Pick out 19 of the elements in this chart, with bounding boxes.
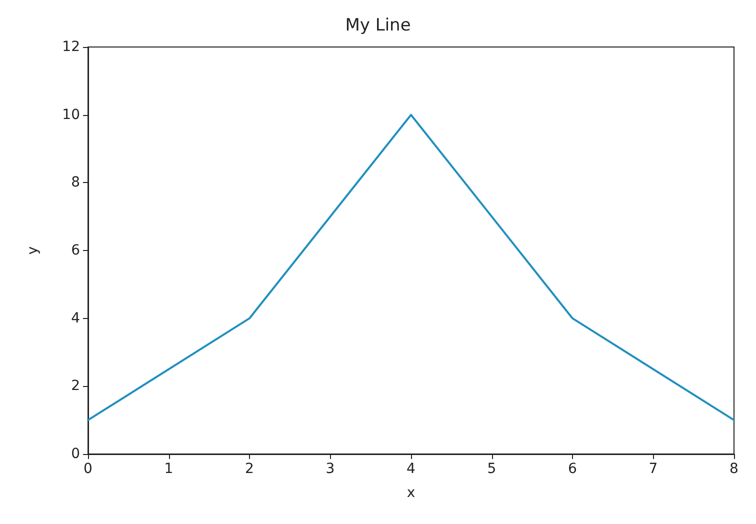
x-tick-label: 8 bbox=[730, 461, 738, 477]
y-tick-label: 2 bbox=[71, 378, 80, 394]
chart-title: My Line bbox=[345, 16, 411, 36]
x-axis-title: x bbox=[406, 485, 416, 501]
y-tick-label: 0 bbox=[71, 446, 80, 462]
x-tick-label: 0 bbox=[84, 461, 92, 477]
y-tick-label: 8 bbox=[71, 174, 80, 191]
y-tick-label: 12 bbox=[62, 39, 80, 55]
y-tick-label: 10 bbox=[62, 106, 80, 123]
x-tick-label: 5 bbox=[487, 461, 496, 477]
y-axis-title: y bbox=[25, 246, 41, 255]
x-tick-label: 3 bbox=[326, 461, 335, 477]
y-tick-label: 6 bbox=[71, 242, 80, 258]
x-tick-label: 2 bbox=[245, 461, 254, 477]
x-tick-label: 7 bbox=[648, 461, 658, 477]
y-tick-label: 4 bbox=[71, 310, 80, 326]
x-tick-label: 6 bbox=[568, 461, 578, 477]
x-tick-label: 4 bbox=[406, 461, 416, 477]
x-tick-label: 1 bbox=[164, 461, 174, 477]
